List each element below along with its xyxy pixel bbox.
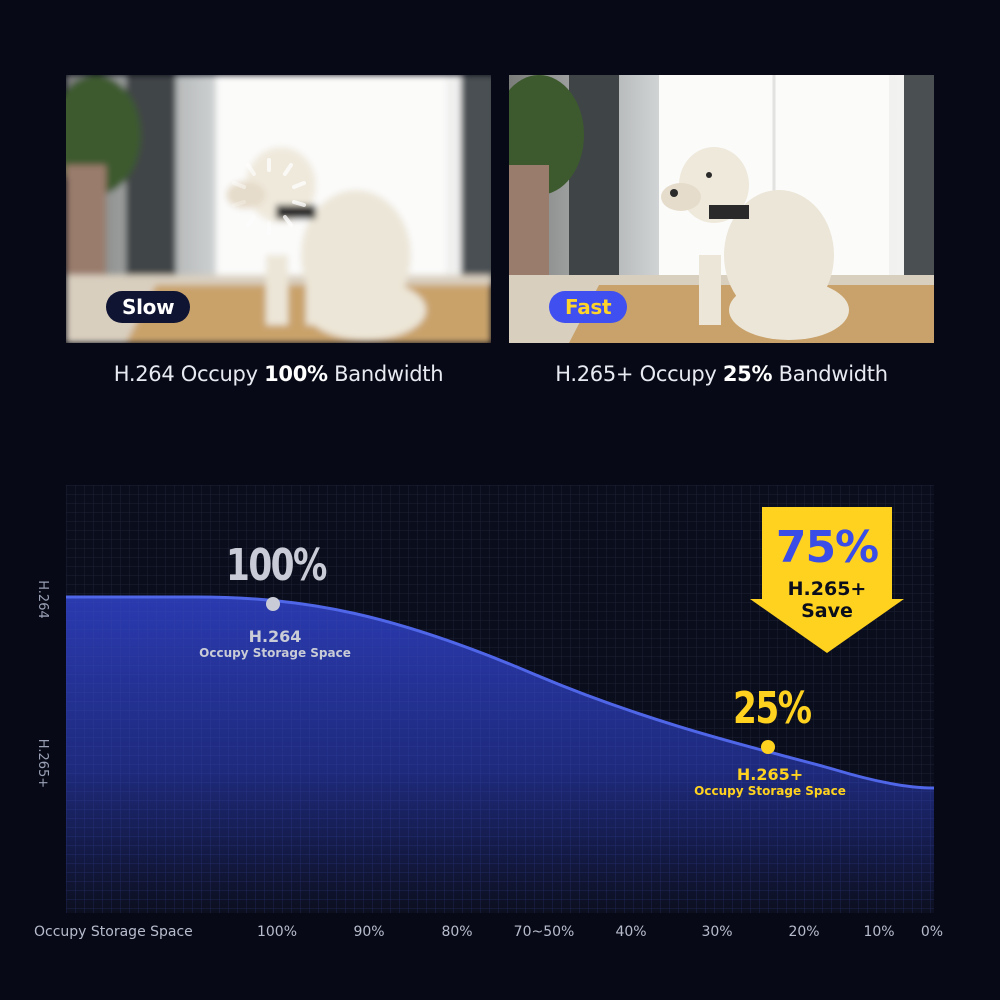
loading-spinner-icon (232, 158, 306, 235)
h264-bandwidth-caption: H.264 Occupy 100% Bandwidth (66, 362, 491, 386)
caption-suffix: Bandwidth (772, 362, 888, 386)
h265-name: H.265+ (736, 765, 804, 784)
h264-percent: 100% (226, 540, 327, 591)
caption-value: 25% (722, 362, 773, 386)
caption-value: 100% (264, 362, 328, 386)
dog-scene-sharp (509, 75, 934, 343)
caption-prefix: H.265+ Occupy (555, 362, 723, 386)
h265-percent: 25% (733, 683, 812, 734)
h265-dog-photo: Fast (509, 75, 934, 343)
save-arrow-icon (750, 507, 904, 653)
caption-prefix: H.264 Occupy (113, 362, 265, 386)
x-tick: 30% (701, 924, 733, 940)
storage-chart-svg (66, 485, 935, 913)
y-label-h264: H.264 (34, 580, 50, 619)
fast-badge: Fast (549, 291, 628, 323)
dog-scene-blurred (66, 75, 491, 343)
x-tick: 0% (920, 924, 944, 940)
storage-chart (66, 485, 935, 913)
y-label-h265: H.265+ (35, 738, 51, 789)
storage-curve-line (66, 595, 935, 790)
h265-point (761, 740, 775, 754)
save-line2: Save (801, 600, 853, 622)
x-tick: 90% (353, 924, 385, 940)
h264-name: H.264 (248, 627, 302, 646)
x-tick: 80% (441, 924, 473, 940)
save-line1: H.265+ (787, 578, 867, 600)
h265-point-label: H.265+ Occupy Storage Space (680, 765, 860, 798)
h264-dog-photo: Slow (66, 75, 491, 343)
save-percent: 75% (775, 522, 879, 573)
x-tick: 100% (256, 924, 298, 940)
h265-bandwidth-caption: H.265+ Occupy 25% Bandwidth (509, 362, 934, 386)
x-axis-title: Occupy Storage Space (34, 924, 193, 940)
x-tick: 10% (863, 924, 895, 940)
caption-suffix: Bandwidth (327, 362, 444, 386)
h264-desc: Occupy Storage Space (199, 646, 351, 660)
x-tick: 40% (615, 924, 647, 940)
x-tick: 20% (788, 924, 820, 940)
h265-desc: Occupy Storage Space (694, 784, 846, 798)
h264-point-label: H.264 Occupy Storage Space (190, 627, 360, 660)
h264-point (266, 597, 280, 611)
slow-badge: Slow (106, 291, 191, 323)
x-tick: 70~50% (513, 924, 575, 940)
